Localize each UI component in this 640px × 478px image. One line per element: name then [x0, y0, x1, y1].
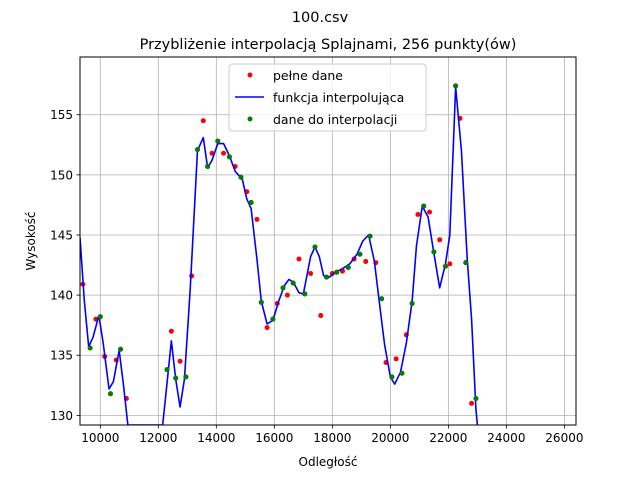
data-point-interpolation	[205, 163, 211, 169]
data-point-full-data	[393, 356, 399, 362]
x-tick-label: 10000	[81, 431, 119, 445]
data-point-interpolation	[409, 301, 415, 307]
legend-label-interpolating-function: funkcja interpolująca	[273, 90, 404, 105]
data-point-interpolation	[421, 203, 427, 209]
x-tick-label: 14000	[197, 431, 235, 445]
legend-marker-full-data	[247, 72, 253, 78]
data-point-interpolation	[280, 285, 286, 291]
data-point-interpolation	[399, 370, 405, 376]
series-line-interpolating-function	[80, 86, 479, 425]
data-point-full-data	[415, 212, 421, 218]
x-axis-label: Odległość	[299, 455, 358, 469]
data-point-full-data	[437, 237, 443, 243]
data-point-interpolation	[379, 296, 385, 302]
data-point-full-data	[447, 261, 453, 267]
data-point-interpolation	[194, 147, 200, 153]
data-point-interpolation	[183, 374, 189, 380]
data-point-full-data	[221, 150, 227, 156]
data-point-interpolation	[463, 260, 469, 266]
data-point-interpolation	[431, 249, 437, 255]
data-point-interpolation	[173, 375, 179, 381]
data-point-full-data	[363, 258, 369, 264]
y-tick-label: 130	[50, 409, 73, 423]
data-point-full-data	[427, 209, 433, 215]
data-point-interpolation	[367, 233, 373, 239]
data-point-interpolation	[164, 367, 170, 373]
data-point-interpolation	[442, 263, 448, 269]
data-point-interpolation	[258, 299, 264, 305]
data-point-interpolation	[453, 83, 459, 89]
legend-label-full-data: pełne dane	[273, 68, 343, 83]
x-tick-label: 20000	[371, 431, 409, 445]
data-point-interpolation	[248, 200, 254, 206]
chart-title: Przybliżenie interpolacją Splajnami, 256…	[140, 37, 517, 53]
data-point-full-data	[264, 325, 270, 331]
data-point-full-data	[284, 292, 290, 298]
legend: pełne dane funkcja interpolująca dane do…	[228, 63, 427, 132]
figure-suptitle: 100.csv	[292, 10, 349, 26]
y-tick-label: 155	[50, 108, 73, 122]
axis-ticks: 10000 12000 14000 16000 18000 20000 22000 24000…	[50, 108, 583, 445]
data-point-interpolation	[215, 138, 221, 144]
data-point-interpolation	[226, 154, 232, 160]
y-tick-label: 140	[50, 289, 73, 303]
data-point-interpolation	[324, 274, 330, 280]
data-point-full-data	[469, 400, 475, 406]
data-point-interpolation	[357, 251, 363, 257]
data-point-full-data	[308, 270, 314, 276]
data-point-interpolation	[302, 291, 308, 297]
data-point-interpolation	[87, 345, 93, 351]
data-point-full-data	[177, 358, 183, 364]
axes-frame	[79, 56, 577, 426]
data-point-full-data	[254, 216, 260, 222]
data-point-interpolation	[238, 174, 244, 180]
x-tick-label: 12000	[139, 431, 177, 445]
data-point-interpolation	[473, 396, 479, 402]
data-point-interpolation	[107, 391, 113, 397]
data-point-full-data	[168, 328, 174, 334]
legend-marker-interpolation-points	[247, 116, 253, 122]
data-point-full-data	[318, 313, 324, 319]
legend-label-interpolation-points: dane do interpolacji	[273, 112, 397, 127]
x-tick-label: 18000	[313, 431, 351, 445]
y-axis-label: Wysokość	[24, 211, 38, 270]
x-tick-label: 26000	[545, 431, 583, 445]
legend-box	[228, 63, 427, 132]
x-tick-label: 24000	[487, 431, 525, 445]
data-point-interpolation	[97, 314, 103, 320]
data-point-interpolation	[290, 280, 296, 286]
x-tick-label: 16000	[255, 431, 293, 445]
y-tick-label: 150	[50, 168, 73, 182]
data-point-interpolation	[312, 244, 318, 250]
y-tick-label: 135	[50, 349, 73, 363]
data-point-interpolation	[270, 316, 276, 322]
x-tick-label: 22000	[429, 431, 467, 445]
data-point-full-data	[200, 118, 206, 124]
data-point-interpolation	[118, 346, 124, 352]
data-point-interpolation	[334, 269, 340, 275]
data-point-interpolation	[345, 264, 351, 270]
data-point-interpolation	[389, 374, 395, 380]
plot-area	[80, 83, 479, 425]
data-point-full-data	[296, 256, 302, 262]
y-tick-label: 145	[50, 228, 73, 242]
